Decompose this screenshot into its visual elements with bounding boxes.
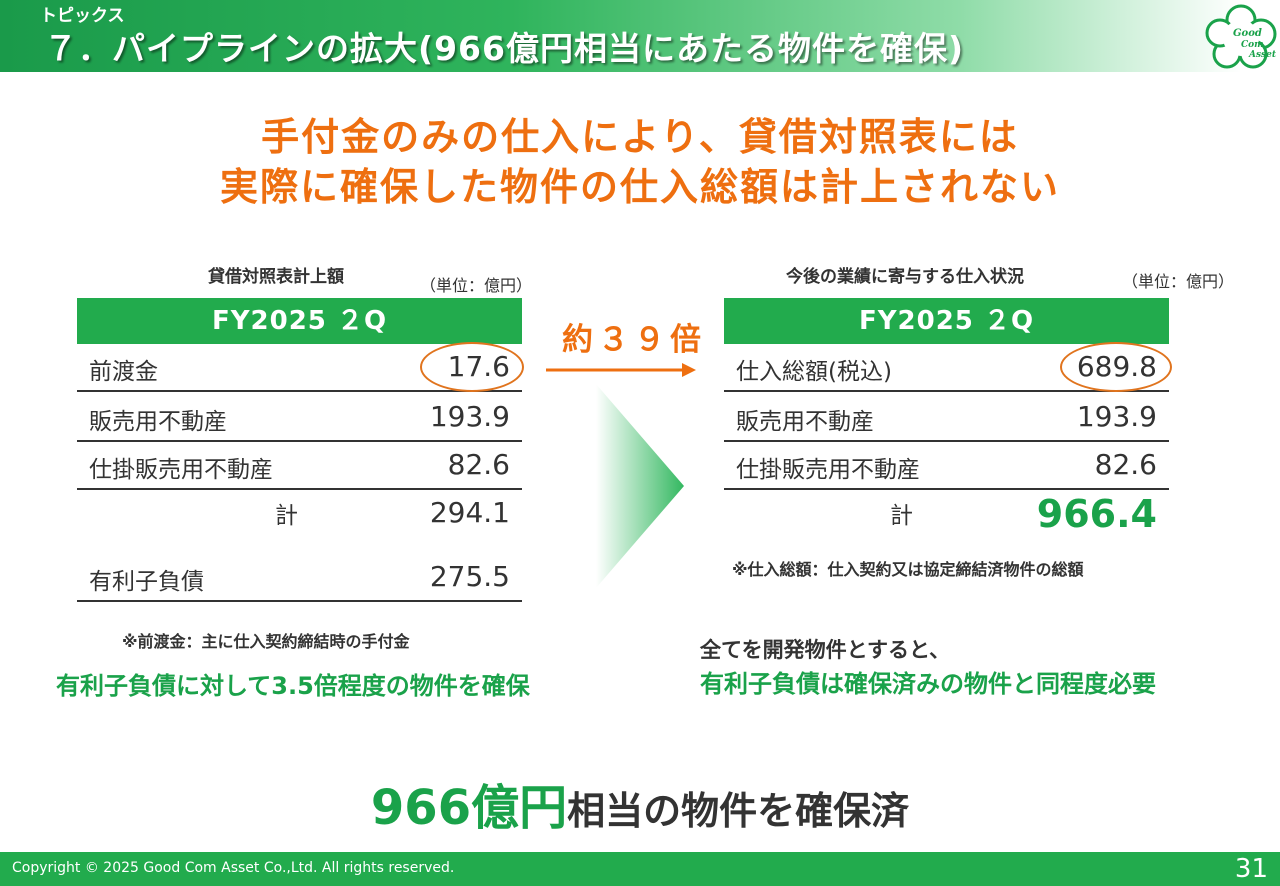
total-value: 294.1 xyxy=(429,496,510,529)
right-row-total: 計 966.4 xyxy=(724,490,1169,538)
page-title: ７．パイプラインの拡大(966億円相当にあたる物件を確保) xyxy=(44,29,965,68)
footer-bar: Copyright © 2025 Good Com Asset Co.,Ltd.… xyxy=(0,852,1280,886)
row-label: 販売用不動産 xyxy=(89,409,227,435)
headline-line-1: 手付金のみの仕入により、貸借対照表には xyxy=(261,115,1019,159)
row-label: 仕掛販売用不動産 xyxy=(736,457,920,483)
left-row-real-estate-for-sale: 販売用不動産 193.9 xyxy=(77,394,522,442)
left-table-header: FY2025 ２Q xyxy=(77,298,522,344)
left-row-total: 計 294.1 xyxy=(77,490,522,538)
summary-text: 相当の物件を確保済 xyxy=(567,789,910,833)
row-label: 有利子負債 xyxy=(89,569,204,595)
header-bar: トピックス ７．パイプラインの拡大(966億円相当にあたる物件を確保) Good… xyxy=(0,0,1280,72)
logo-text-good: Good xyxy=(1233,28,1262,39)
right-table-header: FY2025 ２Q xyxy=(724,298,1169,344)
summary: 966億円相当の物件を確保済 xyxy=(0,768,1280,838)
total-label: 計 xyxy=(890,503,913,529)
total-value: 966.4 xyxy=(1036,492,1157,536)
highlight-circle xyxy=(1060,342,1172,392)
page-number: 31 xyxy=(1234,854,1268,884)
highlight-circle xyxy=(420,342,524,392)
row-label: 販売用不動産 xyxy=(736,409,874,435)
right-message-line-2: 有利子負債は確保済みの物件と同程度必要 xyxy=(700,670,1156,698)
left-table-unit: （単位：億円） xyxy=(420,276,533,295)
section-label: トピックス xyxy=(40,6,125,26)
arrow-right-icon xyxy=(546,363,696,377)
row-value: 193.9 xyxy=(1076,400,1157,433)
right-message-line-1: 全てを開発物件とすると、 xyxy=(700,638,951,662)
row-label: 前渡金 xyxy=(89,359,158,385)
headline-line-2: 実際に確保した物件の仕入総額は計上されない xyxy=(219,165,1060,209)
row-value: 275.5 xyxy=(429,560,510,593)
right-table-note: ※仕入総額：仕入契約又は協定締結済物件の総額 xyxy=(732,560,1084,579)
left-row-real-estate-in-progress: 仕掛販売用不動産 82.6 xyxy=(77,442,522,490)
ratio-label: 約３９倍 xyxy=(562,322,706,358)
left-message: 有利子負債に対して3.5倍程度の物件を確保 xyxy=(56,672,530,700)
right-table-unit: （単位：億円） xyxy=(1122,272,1235,291)
summary-highlight: 966億円 xyxy=(370,780,568,836)
copyright: Copyright © 2025 Good Com Asset Co.,Ltd.… xyxy=(12,860,455,876)
row-label: 仕掛販売用不動産 xyxy=(89,457,273,483)
chevron-right-icon xyxy=(596,384,684,588)
company-logo: Good Com Asset xyxy=(1205,4,1277,69)
left-table-note: ※前渡金：主に仕入契約締結時の手付金 xyxy=(122,632,410,651)
row-value: 193.9 xyxy=(429,400,510,433)
left-row-interest-bearing-debt: 有利子負債 275.5 xyxy=(77,554,522,602)
row-value: 82.6 xyxy=(447,448,510,481)
right-row-real-estate-in-progress: 仕掛販売用不動産 82.6 xyxy=(724,442,1169,490)
logo-text-asset: Asset xyxy=(1248,50,1277,60)
row-label: 仕入総額(税込) xyxy=(736,359,892,385)
left-table-caption: 貸借対照表計上額 xyxy=(208,267,344,287)
logo-text-com: Com xyxy=(1241,40,1264,50)
right-row-real-estate-for-sale: 販売用不動産 193.9 xyxy=(724,394,1169,442)
right-table-caption: 今後の業績に寄与する仕入状況 xyxy=(786,267,1024,287)
row-value: 82.6 xyxy=(1094,448,1157,481)
total-label: 計 xyxy=(275,503,298,529)
